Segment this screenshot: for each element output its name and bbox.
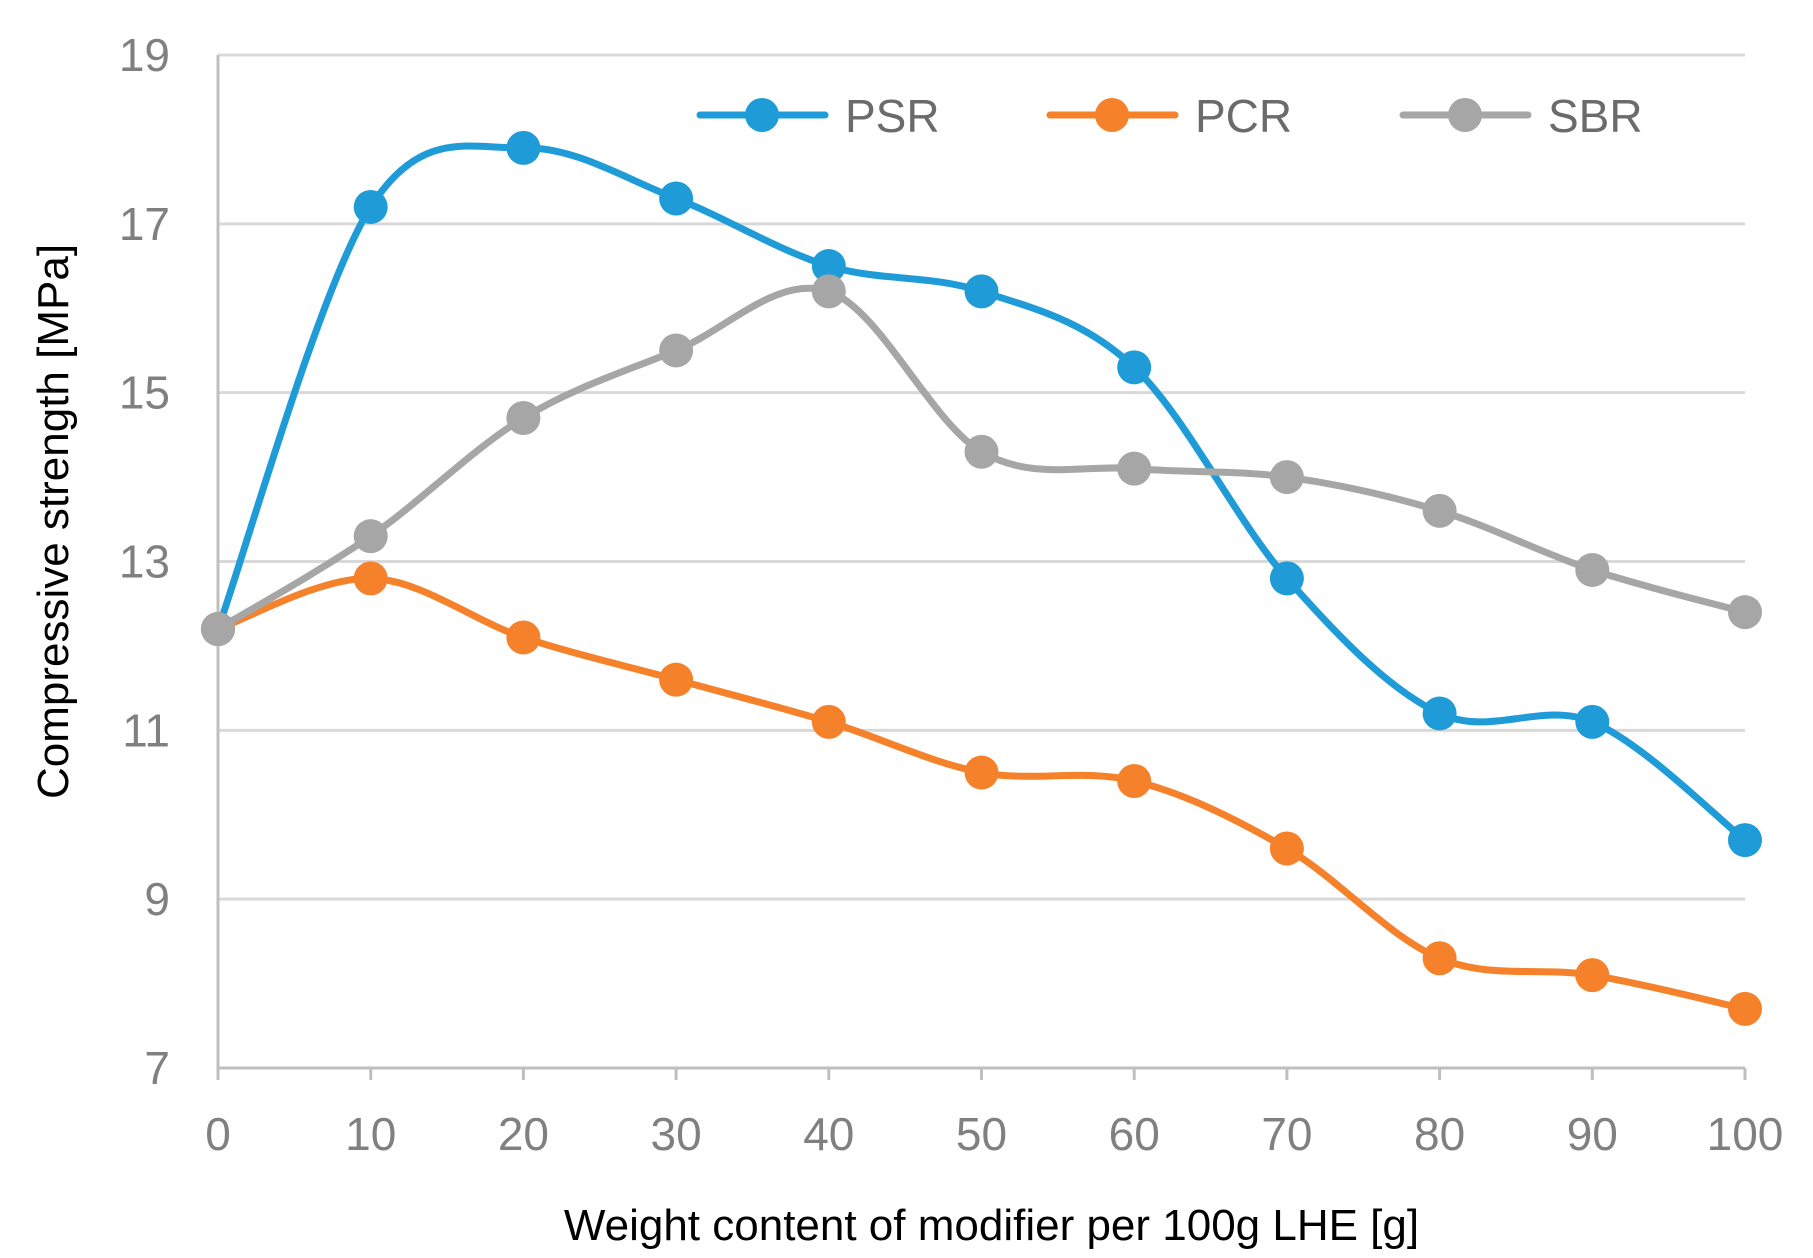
data-point-psr <box>1422 696 1457 731</box>
x-tick-label: 60 <box>1109 1108 1160 1160</box>
x-tick-label: 40 <box>803 1108 854 1160</box>
y-tick-label: 17 <box>119 198 170 250</box>
grid-lines <box>218 53 1745 901</box>
data-point-psr <box>1269 561 1304 596</box>
data-point-pcr <box>1117 763 1152 798</box>
data-point-sbr <box>1117 451 1152 486</box>
y-tick-labels: 7 9 11 13 15 17 19 <box>119 29 170 1094</box>
data-point-pcr <box>811 704 846 739</box>
data-point-sbr <box>1728 595 1762 630</box>
x-tick-label: 10 <box>345 1108 396 1160</box>
x-tick-labels: 0 10 20 30 40 50 60 70 80 90 100 <box>205 1108 1783 1160</box>
data-point-pcr <box>506 620 541 655</box>
x-tick-label: 50 <box>956 1108 1007 1160</box>
y-tick-label: 11 <box>122 704 170 756</box>
data-point-pcr <box>1728 991 1762 1026</box>
data-point-sbr <box>1422 493 1457 528</box>
data-point-pcr <box>1269 831 1304 866</box>
legend-marker-pcr <box>1095 98 1129 132</box>
series-pcr <box>201 561 1762 1026</box>
data-point-sbr <box>353 519 388 554</box>
data-point-pcr <box>1575 958 1610 993</box>
y-tick-label: 13 <box>119 536 170 588</box>
series-line-pcr <box>214 574 1749 1013</box>
data-point-psr <box>1575 704 1610 739</box>
y-tick-label: 19 <box>119 29 170 81</box>
data-point-sbr <box>964 434 999 469</box>
x-tick-label: 90 <box>1567 1108 1618 1160</box>
legend-marker-sbr <box>1448 98 1482 132</box>
data-point-pcr <box>659 662 694 697</box>
y-tick-label: 9 <box>144 873 170 925</box>
data-point-psr <box>353 189 388 224</box>
data-point-psr <box>1117 350 1152 385</box>
data-point-psr <box>811 249 846 284</box>
y-tick-label: 7 <box>144 1042 170 1094</box>
data-point-sbr <box>1575 552 1610 587</box>
x-tick-label: 20 <box>498 1108 549 1160</box>
data-point-sbr <box>659 333 694 368</box>
y-tick-label: 15 <box>119 367 170 419</box>
data-point-sbr <box>506 400 541 435</box>
x-tick-label: 0 <box>205 1108 231 1160</box>
x-tick-label: 70 <box>1261 1108 1312 1160</box>
legend-label-psr: PSR <box>845 90 940 142</box>
x-tick-label: 30 <box>651 1108 702 1160</box>
legend-label-pcr: PCR <box>1195 90 1292 142</box>
legend: PSR PCR SBR <box>696 90 1643 142</box>
x-tick-label: 100 <box>1707 1108 1784 1160</box>
x-axis-label: Weight content of modifier per 100g LHE … <box>564 1201 1419 1250</box>
series-line-sbr <box>214 284 1749 633</box>
data-point-psr <box>1728 823 1762 858</box>
axes <box>216 55 1747 1080</box>
series-line-psr <box>214 142 1749 844</box>
data-point-psr <box>506 130 541 165</box>
legend-item-psr: PSR <box>696 90 940 142</box>
data-point-sbr <box>201 612 235 647</box>
data-point-sbr <box>1269 460 1304 495</box>
legend-item-sbr: SBR <box>1399 90 1643 142</box>
series-group <box>201 130 1762 1026</box>
data-point-psr <box>964 274 999 309</box>
legend-item-pcr: PCR <box>1046 90 1292 142</box>
data-point-psr <box>659 181 694 216</box>
x-tick-label: 80 <box>1414 1108 1465 1160</box>
y-axis-label: Compressive strength [MPa] <box>29 244 78 799</box>
series-sbr <box>201 274 1762 647</box>
legend-marker-psr <box>745 98 779 132</box>
series-psr <box>201 130 1762 858</box>
data-point-pcr <box>353 561 388 596</box>
data-point-pcr <box>964 755 999 790</box>
data-point-pcr <box>1422 941 1457 976</box>
data-point-sbr <box>811 274 846 309</box>
legend-label-sbr: SBR <box>1548 90 1643 142</box>
